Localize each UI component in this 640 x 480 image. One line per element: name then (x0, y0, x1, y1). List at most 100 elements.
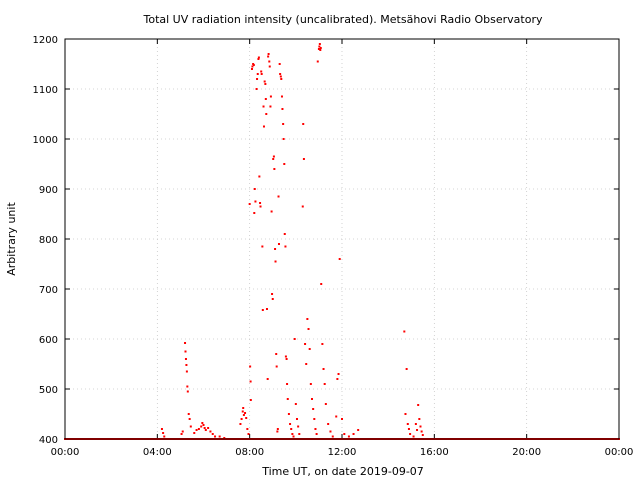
data-point (204, 429, 207, 431)
data-point (250, 68, 253, 70)
data-point (267, 55, 270, 58)
data-point (323, 383, 326, 385)
data-point (404, 413, 407, 415)
data-point (180, 433, 183, 435)
data-point (270, 210, 273, 213)
data-point (318, 45, 321, 48)
data-point (259, 205, 262, 208)
data-point (293, 338, 296, 340)
data-point (260, 70, 263, 73)
data-point (185, 364, 188, 366)
data-point (257, 58, 260, 60)
data-point (184, 342, 187, 344)
data-point (248, 203, 251, 205)
data-point (202, 424, 205, 426)
data-point (242, 407, 245, 409)
data-point (282, 138, 285, 140)
data-point (289, 423, 292, 425)
data-point (283, 163, 286, 165)
data-point (162, 432, 165, 434)
data-point (275, 365, 278, 368)
data-point (223, 437, 226, 439)
data-point (414, 423, 417, 425)
data-point (283, 233, 286, 235)
data-point (268, 65, 271, 68)
data-point (272, 158, 275, 160)
data-point (305, 363, 308, 365)
x-tick-label: 00:00 (51, 447, 80, 458)
data-point (310, 398, 313, 400)
data-point (253, 212, 256, 214)
data-point (273, 168, 276, 170)
data-point (406, 423, 409, 425)
data-point (200, 425, 203, 428)
data-point (280, 95, 283, 98)
data-point (258, 175, 261, 178)
data-point (421, 434, 424, 436)
data-point (286, 383, 289, 385)
data-point (313, 418, 316, 420)
data-point (271, 298, 274, 300)
data-point (247, 433, 250, 435)
data-point (418, 418, 421, 420)
data-point (209, 430, 212, 433)
data-point (352, 433, 355, 435)
data-point (184, 358, 187, 360)
data-point (242, 414, 245, 416)
data-point (301, 205, 304, 208)
chart-title: Total UV radiation intensity (uncalibrat… (143, 13, 543, 26)
data-point (327, 423, 330, 425)
data-point (302, 123, 305, 125)
y-tick-label: 500 (39, 385, 58, 396)
data-point (302, 158, 305, 160)
data-point (256, 73, 259, 75)
data-point (308, 348, 311, 350)
data-point (312, 408, 315, 410)
data-point (319, 49, 322, 51)
data-point (403, 330, 406, 333)
y-tick-label: 800 (39, 235, 58, 246)
data-point (304, 343, 307, 345)
data-point (274, 248, 277, 250)
data-point (280, 78, 283, 80)
data-point (207, 427, 210, 429)
data-point (292, 435, 295, 438)
data-point (218, 435, 221, 438)
data-point (276, 430, 279, 433)
data-point (307, 328, 310, 330)
data-point (341, 418, 343, 420)
y-tick-label: 400 (39, 435, 58, 446)
data-point (286, 398, 289, 400)
x-tick-label: 12:00 (328, 447, 357, 458)
data-point (211, 433, 214, 435)
data-point (261, 245, 264, 248)
data-point (214, 435, 217, 438)
data-point (244, 412, 247, 414)
data-point (256, 78, 259, 80)
data-point (264, 83, 267, 85)
data-point (257, 56, 260, 59)
data-point (266, 378, 269, 380)
data-point (269, 105, 272, 108)
data-point (298, 433, 301, 435)
data-point (277, 243, 280, 245)
y-tick-label: 600 (39, 335, 58, 346)
data-point (269, 95, 272, 98)
data-point (265, 113, 268, 115)
data-point (181, 430, 184, 433)
data-point (268, 60, 271, 63)
data-point (279, 75, 282, 78)
data-point (314, 428, 317, 430)
y-tick-label: 1100 (33, 85, 58, 96)
data-point (252, 64, 255, 66)
data-point (416, 429, 419, 431)
x-axis-label: Time UT, on date 2019-09-07 (261, 465, 424, 478)
y-tick-label: 900 (39, 185, 58, 196)
data-point (419, 425, 422, 428)
plot-frame (64, 38, 620, 440)
data-point (264, 98, 267, 100)
x-tick-label: 20:00 (512, 447, 541, 458)
data-point (197, 428, 200, 430)
y-tick-label: 1000 (33, 135, 58, 146)
